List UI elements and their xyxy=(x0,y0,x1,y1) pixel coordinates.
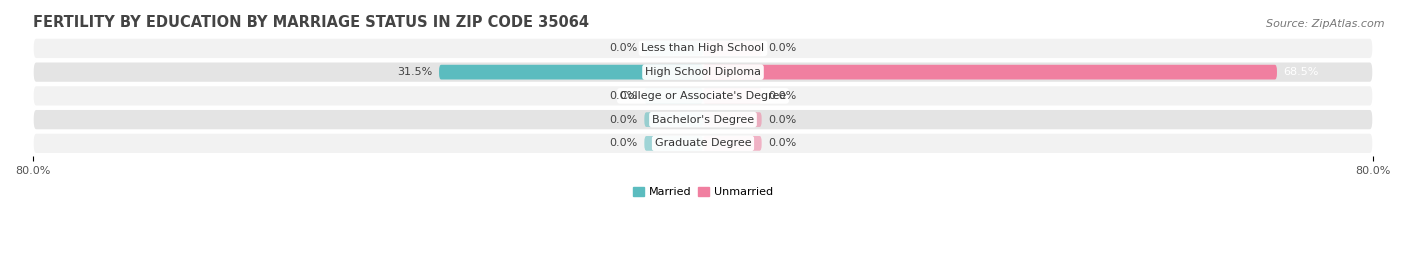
Text: 31.5%: 31.5% xyxy=(396,67,433,77)
FancyBboxPatch shape xyxy=(703,112,762,127)
FancyBboxPatch shape xyxy=(703,89,762,103)
FancyBboxPatch shape xyxy=(32,109,1374,130)
Text: 0.0%: 0.0% xyxy=(768,115,797,125)
Text: Less than High School: Less than High School xyxy=(641,43,765,53)
FancyBboxPatch shape xyxy=(32,38,1374,59)
FancyBboxPatch shape xyxy=(32,85,1374,107)
Text: Bachelor's Degree: Bachelor's Degree xyxy=(652,115,754,125)
Text: 0.0%: 0.0% xyxy=(768,91,797,101)
Text: Graduate Degree: Graduate Degree xyxy=(655,138,751,148)
FancyBboxPatch shape xyxy=(439,65,703,80)
Text: FERTILITY BY EDUCATION BY MARRIAGE STATUS IN ZIP CODE 35064: FERTILITY BY EDUCATION BY MARRIAGE STATU… xyxy=(32,15,589,30)
FancyBboxPatch shape xyxy=(703,65,1277,80)
FancyBboxPatch shape xyxy=(32,133,1374,154)
Text: High School Diploma: High School Diploma xyxy=(645,67,761,77)
Text: College or Associate's Degree: College or Associate's Degree xyxy=(620,91,786,101)
Text: 68.5%: 68.5% xyxy=(1284,67,1319,77)
Text: 0.0%: 0.0% xyxy=(609,91,638,101)
Legend: Married, Unmarried: Married, Unmarried xyxy=(628,182,778,202)
FancyBboxPatch shape xyxy=(644,41,703,56)
FancyBboxPatch shape xyxy=(703,41,762,56)
Text: Source: ZipAtlas.com: Source: ZipAtlas.com xyxy=(1267,19,1385,29)
Text: 0.0%: 0.0% xyxy=(609,43,638,53)
Text: 0.0%: 0.0% xyxy=(768,138,797,148)
FancyBboxPatch shape xyxy=(644,136,703,151)
FancyBboxPatch shape xyxy=(703,136,762,151)
Text: 0.0%: 0.0% xyxy=(609,138,638,148)
Text: 0.0%: 0.0% xyxy=(768,43,797,53)
FancyBboxPatch shape xyxy=(644,112,703,127)
FancyBboxPatch shape xyxy=(32,61,1374,83)
FancyBboxPatch shape xyxy=(644,89,703,103)
Text: 0.0%: 0.0% xyxy=(609,115,638,125)
